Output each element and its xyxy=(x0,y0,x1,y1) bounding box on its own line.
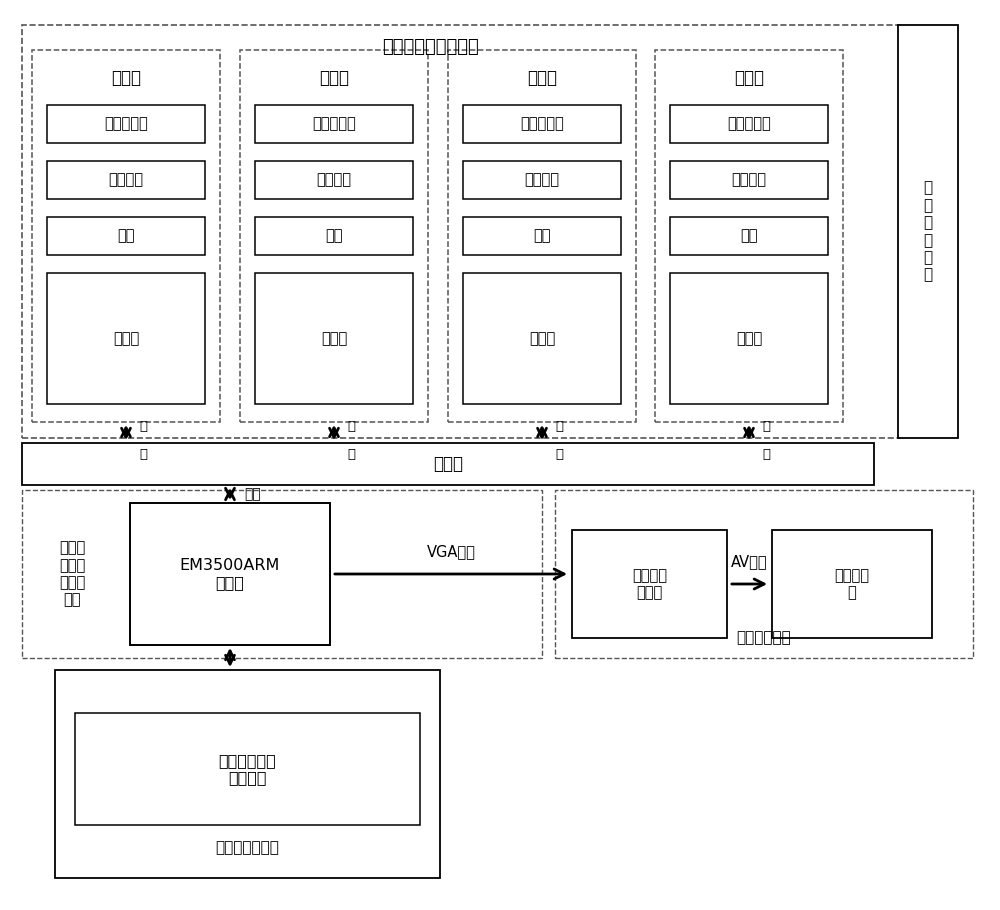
Bar xyxy=(670,217,828,255)
Text: 视频信号
转换器: 视频信号 转换器 xyxy=(632,568,667,601)
Text: 摄
像
机
安
装
架: 摄 像 机 安 装 架 xyxy=(923,180,933,282)
Text: 镜头: 镜头 xyxy=(740,228,758,244)
Text: AV信号: AV信号 xyxy=(731,554,768,570)
Text: 镜头: 镜头 xyxy=(117,228,135,244)
Bar xyxy=(463,217,621,255)
Bar xyxy=(55,670,440,878)
Bar xyxy=(670,273,828,404)
Bar xyxy=(255,273,413,404)
Bar xyxy=(255,161,413,199)
Bar xyxy=(572,530,727,638)
Text: EM3500ARM
开发板: EM3500ARM 开发板 xyxy=(180,558,280,591)
Bar xyxy=(130,503,330,645)
Bar xyxy=(255,105,413,143)
Text: 网口: 网口 xyxy=(244,487,261,501)
Text: 网: 网 xyxy=(555,420,563,433)
Text: VGA信号: VGA信号 xyxy=(427,544,475,560)
Text: 图像监控模块: 图像监控模块 xyxy=(737,631,791,645)
Bar xyxy=(463,161,621,199)
Text: 通道一: 通道一 xyxy=(111,69,141,87)
Bar xyxy=(255,217,413,255)
Bar xyxy=(555,490,973,658)
Text: 路由器: 路由器 xyxy=(433,455,463,473)
Bar xyxy=(670,161,828,199)
Bar xyxy=(670,105,828,143)
Bar xyxy=(22,25,900,438)
Text: 小型显示
器: 小型显示 器 xyxy=(834,568,870,601)
Bar xyxy=(655,50,843,422)
Bar xyxy=(47,217,205,255)
Text: 天空偏振信息
检测软件: 天空偏振信息 检测软件 xyxy=(219,753,276,785)
Text: 摄像机: 摄像机 xyxy=(321,331,347,346)
Text: 镜头: 镜头 xyxy=(325,228,343,244)
Text: 数据处理计算机: 数据处理计算机 xyxy=(216,841,279,855)
Text: 口: 口 xyxy=(555,448,563,461)
Text: 偏振单元: 偏振单元 xyxy=(731,173,766,187)
Text: 蓝色滤光片: 蓝色滤光片 xyxy=(520,116,564,132)
Bar xyxy=(47,273,205,404)
Bar xyxy=(32,50,220,422)
Text: 摄像机: 摄像机 xyxy=(736,331,762,346)
Text: 网: 网 xyxy=(347,420,355,433)
Text: 镜头: 镜头 xyxy=(533,228,551,244)
Text: 蓝色滤光片: 蓝色滤光片 xyxy=(312,116,356,132)
Text: 通道三: 通道三 xyxy=(527,69,557,87)
Bar xyxy=(898,25,958,438)
Bar xyxy=(240,50,428,422)
Text: 通道四: 通道四 xyxy=(734,69,764,87)
Bar xyxy=(22,490,542,658)
Text: 偏振单元: 偏振单元 xyxy=(316,173,352,187)
Bar xyxy=(75,713,420,825)
Text: 口: 口 xyxy=(762,448,770,461)
Text: 设备驱
动及数
据存储
模块: 设备驱 动及数 据存储 模块 xyxy=(59,541,85,608)
Text: 口: 口 xyxy=(139,448,147,461)
Bar xyxy=(47,161,205,199)
Text: 偏振单元: 偏振单元 xyxy=(525,173,560,187)
Text: 摄像机: 摄像机 xyxy=(113,331,139,346)
Text: 偏振单元: 偏振单元 xyxy=(108,173,144,187)
Bar xyxy=(47,105,205,143)
Bar xyxy=(22,443,874,485)
Text: 网: 网 xyxy=(762,420,770,433)
Text: 蓝色滤光片: 蓝色滤光片 xyxy=(104,116,148,132)
Text: 通道二: 通道二 xyxy=(319,69,349,87)
Bar xyxy=(448,50,636,422)
Bar xyxy=(463,105,621,143)
Text: 蓝色滤光片: 蓝色滤光片 xyxy=(727,116,771,132)
Bar xyxy=(772,530,932,638)
Text: 口: 口 xyxy=(347,448,355,461)
Text: 网: 网 xyxy=(139,420,147,433)
Text: 四通道图像采集模块: 四通道图像采集模块 xyxy=(383,38,479,56)
Text: 摄像机: 摄像机 xyxy=(529,331,555,346)
Bar xyxy=(463,273,621,404)
